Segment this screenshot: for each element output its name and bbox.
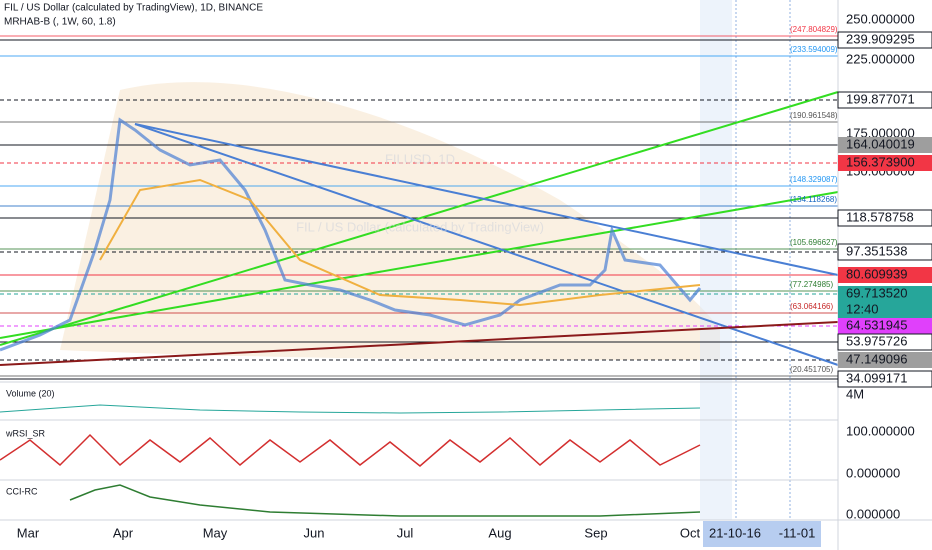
price-badge xyxy=(838,155,932,171)
time-range-end: -11-01 xyxy=(779,525,816,540)
price-badge xyxy=(837,243,932,261)
texts: FIL / US Dollar (calculated by TradingVi… xyxy=(4,3,932,540)
time-label: May xyxy=(203,525,228,540)
panel-label: Volume (20) xyxy=(6,388,55,398)
level-label: (77.274985) xyxy=(790,280,833,289)
price-badge xyxy=(837,333,932,351)
panel-axis: 4M xyxy=(846,386,864,401)
time-label: Oct xyxy=(680,525,701,540)
price-badge-text: 239.909295 xyxy=(846,31,915,46)
average-line xyxy=(99,178,701,307)
time-label: Jun xyxy=(304,525,325,540)
trendline xyxy=(0,191,839,339)
price-badge-text: 97.351538 xyxy=(846,243,907,258)
panel-label: CCI-RC xyxy=(6,486,38,496)
price-badge-text: 164.040019 xyxy=(846,136,915,151)
time-range-box xyxy=(703,521,821,547)
panel-axis: 100.000000 xyxy=(846,423,915,438)
level-label: (134.118268) xyxy=(790,195,837,204)
panel-axis: 0.000000 xyxy=(846,465,900,480)
price-badge-text: 69.713520 xyxy=(846,285,907,300)
price-badge-text: 12:40 xyxy=(846,301,879,316)
price-badge xyxy=(838,286,932,302)
cci-line xyxy=(69,484,701,517)
price-axis-label: 250.000000 xyxy=(846,11,915,26)
price-badge xyxy=(837,370,932,388)
level-label: (63.064166) xyxy=(790,302,833,311)
panel-axis: 0.000000 xyxy=(846,506,900,521)
price-axis-label: 175.000000 xyxy=(846,125,915,140)
level-label: (190.961548) xyxy=(790,111,838,120)
price-axis-label: 225.000000 xyxy=(846,51,915,66)
trendline xyxy=(134,123,839,366)
trendline xyxy=(134,123,839,276)
price-badge-text: 118.578758 xyxy=(846,209,914,224)
time-label: Aug xyxy=(488,525,511,540)
price-badge xyxy=(837,31,932,49)
time-label: Jul xyxy=(397,525,414,540)
price-badge xyxy=(837,91,932,109)
volume-ma xyxy=(0,404,701,414)
time-label: Apr xyxy=(113,525,134,540)
indicator-title: MRHAB-B (, 1W, 60, 1.8) xyxy=(4,17,116,28)
price-badge-text: 156.373900 xyxy=(846,154,915,169)
price-line xyxy=(0,117,702,352)
level-label: (233.594009) xyxy=(790,45,838,54)
price-badge-text: 53.975726 xyxy=(846,333,907,348)
level-label: (247.804829) xyxy=(790,25,838,34)
watermark-sub: FIL / US Dollar (calculated by TradingVi… xyxy=(296,219,544,234)
trendline xyxy=(0,321,839,366)
trendline xyxy=(0,91,839,346)
time-label: Mar xyxy=(17,525,40,540)
price-badge-text: 199.877071 xyxy=(846,91,915,106)
levels xyxy=(0,35,838,380)
price-badge xyxy=(838,302,932,318)
symbol-title: FIL / US Dollar (calculated by TradingVi… xyxy=(4,3,263,14)
price-badge-text: 47.149096 xyxy=(846,351,907,366)
price-badge xyxy=(838,318,932,334)
price-badge-text: 34.099171 xyxy=(846,370,907,385)
time-range-start: 21-10-16 xyxy=(709,525,761,540)
level-label: (20.451705) xyxy=(790,365,833,374)
level-label: (105.696627) xyxy=(790,238,838,247)
price-badge xyxy=(838,267,932,283)
price-badge xyxy=(838,352,932,368)
panel-label: wRSI_SR xyxy=(5,428,46,438)
time-label: Sep xyxy=(584,525,607,540)
watermark: FILUSD, 1D xyxy=(385,151,455,166)
rsi-line xyxy=(0,433,701,467)
level-label: (148.329087) xyxy=(790,175,838,184)
price-badge xyxy=(837,209,932,227)
future-zone xyxy=(700,0,732,520)
price-badge xyxy=(838,137,932,153)
price-badge-text: 80.609939 xyxy=(846,266,907,281)
price-badge-text: 64.531945 xyxy=(846,317,907,332)
